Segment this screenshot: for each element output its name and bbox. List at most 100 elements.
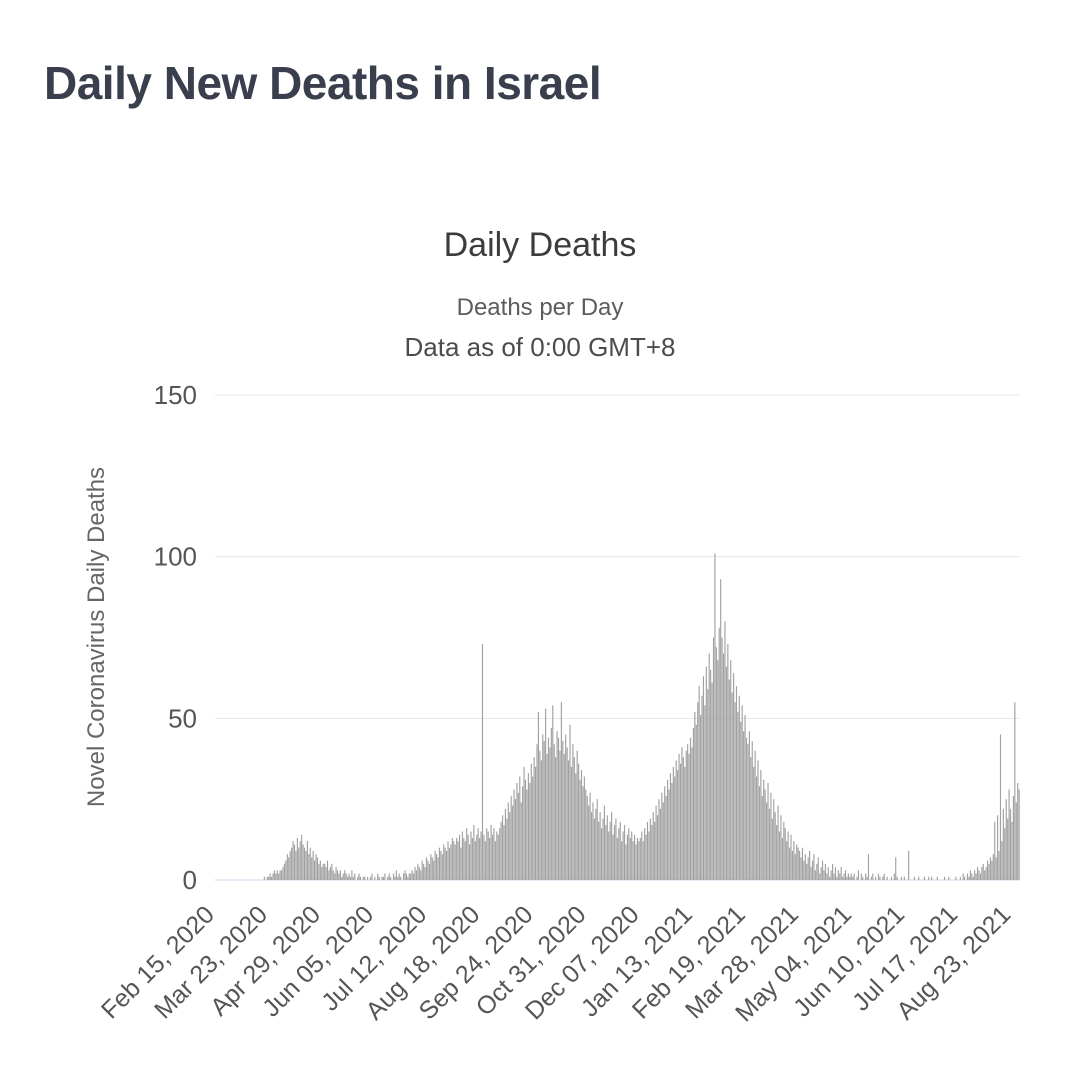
bar <box>527 773 529 880</box>
bar <box>842 876 844 880</box>
bar <box>503 825 505 880</box>
bar <box>479 837 481 880</box>
bar <box>321 867 323 880</box>
bar <box>870 876 872 880</box>
bar <box>464 841 466 880</box>
bar <box>777 805 779 880</box>
bar <box>352 876 354 880</box>
bar <box>796 844 798 880</box>
bar <box>526 789 528 880</box>
bar <box>342 873 344 880</box>
bar <box>532 776 534 880</box>
bar <box>613 825 616 880</box>
bar <box>648 831 650 880</box>
bar <box>641 831 643 880</box>
bar <box>794 854 796 880</box>
bar <box>677 770 679 880</box>
bar <box>430 854 432 880</box>
chart-title: Daily Deaths <box>443 226 637 264</box>
bar <box>609 821 611 880</box>
bar <box>424 867 426 880</box>
bar <box>989 857 992 880</box>
bar <box>687 744 689 880</box>
bar <box>767 783 769 880</box>
bar <box>790 834 792 880</box>
bar <box>411 870 413 880</box>
bar <box>550 728 552 880</box>
bar <box>625 844 627 880</box>
bar <box>520 802 522 880</box>
bar <box>299 841 301 880</box>
bar <box>499 828 501 880</box>
bar <box>510 795 512 880</box>
bar <box>649 818 651 880</box>
bar <box>616 837 618 880</box>
bar <box>586 795 588 880</box>
bar <box>867 854 870 880</box>
bar <box>481 643 484 880</box>
bar <box>486 828 488 880</box>
bar <box>784 828 786 880</box>
bar <box>710 669 712 880</box>
bar <box>273 870 275 880</box>
bar <box>741 705 743 880</box>
bar <box>263 876 265 880</box>
bar <box>776 825 778 880</box>
bar <box>358 873 360 880</box>
bar <box>497 834 499 880</box>
bar <box>269 873 271 880</box>
bar <box>962 873 964 880</box>
bar <box>740 721 742 880</box>
bar <box>369 876 372 880</box>
bar <box>414 867 416 880</box>
bar <box>860 873 862 880</box>
bar <box>588 805 590 880</box>
bar <box>596 799 598 880</box>
bar <box>734 702 736 880</box>
bar <box>468 844 471 880</box>
chart-subtitle-line1: Deaths per Day <box>456 294 624 321</box>
bar <box>602 818 604 880</box>
bar <box>447 841 449 880</box>
bar <box>661 792 663 880</box>
bar <box>865 873 867 880</box>
bar <box>669 773 672 880</box>
chart-subtitle-line2: Data as of 0:00 GMT+8 <box>404 332 676 362</box>
bar <box>972 876 974 880</box>
bar <box>599 812 601 880</box>
bar <box>514 799 517 880</box>
bar <box>598 821 600 880</box>
bar <box>787 831 789 880</box>
y-tick-label: 100 <box>154 542 197 572</box>
bar <box>866 876 868 880</box>
bar <box>402 873 405 880</box>
bar <box>791 850 793 880</box>
bar <box>404 870 406 880</box>
bar <box>545 708 547 880</box>
bar <box>974 870 976 880</box>
bar <box>612 834 614 880</box>
bar <box>593 818 595 880</box>
bar <box>460 847 462 880</box>
bar <box>282 867 284 880</box>
bar <box>618 828 620 880</box>
bar <box>707 689 709 880</box>
bar <box>308 854 310 880</box>
bar <box>827 867 829 880</box>
bar <box>840 867 842 880</box>
bar <box>708 653 710 880</box>
bar <box>496 831 498 880</box>
bar <box>611 812 613 880</box>
bar <box>434 850 436 880</box>
bar <box>638 841 640 880</box>
bar <box>642 841 644 880</box>
bar <box>489 837 491 880</box>
bar <box>998 850 1000 880</box>
bar <box>347 876 349 880</box>
bar <box>547 737 550 880</box>
bar <box>316 857 319 880</box>
bar <box>635 844 637 880</box>
bar <box>448 847 451 880</box>
bar <box>730 660 732 880</box>
bar <box>523 766 525 880</box>
